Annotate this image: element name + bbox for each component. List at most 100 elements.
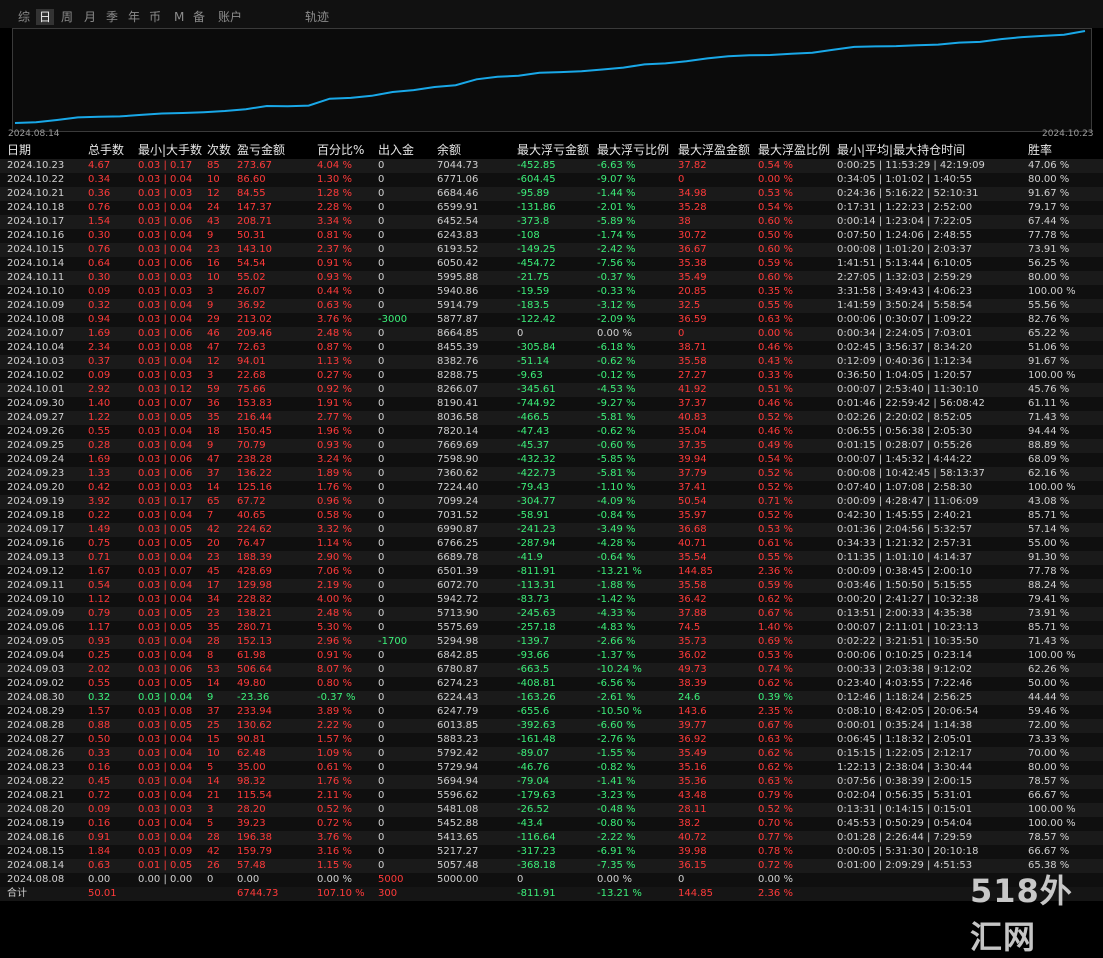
table-row[interactable]: 2024.10.10 0.09 0.03 | 0.03 3 26.07 0.44 % 0 59… — [0, 285, 1103, 299]
cell-pct: 3.76 % — [317, 832, 352, 843]
header-bal[interactable]: 余额 — [437, 143, 462, 157]
header-lots[interactable]: 总手数 — [88, 143, 125, 157]
table-row[interactable]: 2024.09.02 0.55 0.03 | 0.05 14 49.80 0.80 % 0 6… — [0, 677, 1103, 691]
header-mm[interactable]: 最小|大手数 — [138, 143, 203, 157]
cell-io: 0 — [378, 272, 385, 283]
table-row[interactable]: 2024.09.17 1.49 0.03 | 0.05 42 224.62 3.32 % 0… — [0, 523, 1103, 537]
table-row[interactable]: 2024.09.20 0.42 0.03 | 0.03 14 125.16 1.76 % 0… — [0, 481, 1103, 495]
table-row[interactable]: 2024.10.21 0.36 0.03 | 0.03 12 84.55 1.28 % 0 6… — [0, 187, 1103, 201]
tab-6[interactable]: 币 — [149, 10, 162, 24]
table-row[interactable]: 2024.08.23 0.16 0.03 | 0.04 5 35.00 0.61 % 0 57… — [0, 761, 1103, 775]
table-row[interactable]: 2024.09.16 0.75 0.03 | 0.05 20 76.47 1.14 % 0 6… — [0, 537, 1103, 551]
header-pct[interactable]: 百分比% — [317, 143, 365, 157]
cell-pct: 3.16 % — [317, 846, 352, 857]
table-row[interactable]: 2024.10.23 4.67 0.03 | 0.17 85 273.67 4.04 % 0… — [0, 159, 1103, 173]
cell-fl: -19.59 — [517, 286, 550, 297]
header-fpp[interactable]: 最大浮盈比例 — [758, 143, 831, 157]
tab-7[interactable]: M — [174, 10, 185, 24]
table-row[interactable]: 2024.10.01 2.92 0.03 | 0.12 59 75.66 0.92 % 0 8… — [0, 383, 1103, 397]
tab-8[interactable]: 备 — [193, 10, 206, 24]
table-row[interactable]: 2024.08.30 0.32 0.03 | 0.04 9 -23.36 -0.37 % 0… — [0, 691, 1103, 705]
cell-bal: 6452.54 — [437, 216, 479, 227]
table-row[interactable]: 2024.09.09 0.79 0.03 | 0.05 23 138.21 2.48 % 0… — [0, 607, 1103, 621]
table-row[interactable]: 2024.08.28 0.88 0.03 | 0.05 25 130.62 2.22 % 0… — [0, 719, 1103, 733]
table-row[interactable]: 2024.08.16 0.91 0.03 | 0.04 28 196.38 3.76 % 0… — [0, 831, 1103, 845]
cell-flp: -2.76 % — [597, 734, 636, 745]
header-time[interactable]: 最小|平均|最大持仓时间 — [837, 143, 966, 157]
table-row[interactable]: 2024.09.24 1.69 0.03 | 0.06 47 238.28 3.24 % 0… — [0, 453, 1103, 467]
header-fp[interactable]: 最大浮盈金额 — [678, 143, 751, 157]
cell-io: 0 — [378, 258, 385, 269]
table-row[interactable]: 2024.09.18 0.22 0.03 | 0.04 7 40.65 0.58 % 0 70… — [0, 509, 1103, 523]
table-row[interactable]: 2024.10.14 0.64 0.03 | 0.06 16 54.54 0.91 % 0 6… — [0, 257, 1103, 271]
table-row[interactable]: 2024.09.19 3.92 0.03 | 0.17 65 67.72 0.96 % 0 7… — [0, 495, 1103, 509]
tab-10[interactable]: 轨迹 — [305, 10, 330, 24]
table-row[interactable]: 2024.09.23 1.33 0.03 | 0.06 37 136.22 1.89 % 0… — [0, 467, 1103, 481]
cell-amt: 224.62 — [237, 524, 272, 535]
table-row[interactable]: 2024.09.05 0.93 0.03 | 0.04 28 152.13 2.96 % -… — [0, 635, 1103, 649]
table-row[interactable]: 2024.08.21 0.72 0.03 | 0.04 21 115.54 2.11 % 0… — [0, 789, 1103, 803]
table-row[interactable]: 2024.10.11 0.30 0.03 | 0.03 10 55.02 0.93 % 0 5… — [0, 271, 1103, 285]
table-row[interactable]: 2024.10.15 0.76 0.03 | 0.04 23 143.10 2.37 % 0… — [0, 243, 1103, 257]
cell-fp: 36.68 — [678, 524, 707, 535]
table-row[interactable]: 2024.10.02 0.09 0.03 | 0.03 3 22.68 0.27 % 0 82… — [0, 369, 1103, 383]
cell-lots: 0.09 — [88, 286, 111, 297]
table-row[interactable]: 2024.09.10 1.12 0.03 | 0.04 34 228.82 4.00 % 0… — [0, 593, 1103, 607]
cell-time: 0:34:33 | 1:21:32 | 2:57:31 — [837, 538, 973, 549]
table-row[interactable]: 2024.08.08 0.00 0.00 | 0.00 0 0.00 0.00 % 5000… — [0, 873, 1103, 887]
table-row[interactable]: 2024.08.19 0.16 0.03 | 0.04 5 39.23 0.72 % 0 54… — [0, 817, 1103, 831]
table-row[interactable]: 2024.09.11 0.54 0.03 | 0.04 17 129.98 2.19 % 0… — [0, 579, 1103, 593]
table-row[interactable]: 2024.09.12 1.67 0.03 | 0.07 45 428.69 7.06 % 0… — [0, 565, 1103, 579]
table-row[interactable]: 2024.09.30 1.40 0.03 | 0.07 36 153.83 1.91 % 0… — [0, 397, 1103, 411]
table-row[interactable]: 2024.09.13 0.71 0.03 | 0.04 23 188.39 2.90 % 0… — [0, 551, 1103, 565]
tab-9[interactable]: 账户 — [218, 10, 243, 24]
header-win[interactable]: 胜率 — [1028, 143, 1053, 157]
table-row[interactable]: 2024.10.08 0.94 0.03 | 0.04 29 213.02 3.76 % -… — [0, 313, 1103, 327]
table-row[interactable]: 2024.08.26 0.33 0.03 | 0.04 10 62.48 1.09 % 0 5… — [0, 747, 1103, 761]
cell-cnt: 59 — [207, 384, 220, 395]
table-row[interactable]: 2024.08.20 0.09 0.03 | 0.03 3 28.20 0.52 % 0 54… — [0, 803, 1103, 817]
header-io[interactable]: 出入金 — [378, 143, 415, 157]
header-date[interactable]: 日期 — [7, 143, 32, 157]
cell-amt: 159.79 — [237, 846, 272, 857]
cell-fp: 40.72 — [678, 832, 707, 843]
table-row[interactable]: 2024.10.07 1.69 0.03 | 0.06 46 209.46 2.48 % 0… — [0, 327, 1103, 341]
cell-io: 0 — [378, 454, 385, 465]
table-row[interactable]: 2024.10.22 0.34 0.03 | 0.04 10 86.60 1.30 % 0 6… — [0, 173, 1103, 187]
cell-mm: 0.03 | 0.12 — [138, 384, 193, 395]
table-row[interactable]: 2024.10.18 0.76 0.03 | 0.04 24 147.37 2.28 % 0… — [0, 201, 1103, 215]
cell-pct: 0.91 % — [317, 258, 352, 269]
tab-3[interactable]: 月 — [84, 10, 97, 24]
table-row[interactable]: 2024.08.29 1.57 0.03 | 0.08 37 233.94 3.89 % 0… — [0, 705, 1103, 719]
table-row[interactable]: 2024.10.17 1.54 0.03 | 0.06 43 208.71 3.34 % 0… — [0, 215, 1103, 229]
table-row[interactable]: 2024.09.06 1.17 0.03 | 0.05 35 280.71 5.30 % 0… — [0, 621, 1103, 635]
tab-1[interactable]: 日 — [36, 9, 55, 25]
table-row[interactable]: 2024.09.27 1.22 0.03 | 0.05 35 216.44 2.77 % 0… — [0, 411, 1103, 425]
table-row[interactable]: 2024.08.14 0.63 0.01 | 0.05 26 57.48 1.15 % 0 5… — [0, 859, 1103, 873]
table-row[interactable]: 2024.08.15 1.84 0.03 | 0.09 42 159.79 3.16 % 0… — [0, 845, 1103, 859]
table-row[interactable]: 2024.10.03 0.37 0.03 | 0.04 12 94.01 1.13 % 0 8… — [0, 355, 1103, 369]
cell-io: 0 — [378, 776, 385, 787]
cell-flp: -1.42 % — [597, 594, 636, 605]
table-row[interactable]: 2024.09.04 0.25 0.03 | 0.04 8 61.98 0.91 % 0 68… — [0, 649, 1103, 663]
table-row[interactable]: 2024.08.22 0.45 0.03 | 0.04 14 98.32 1.76 % 0 5… — [0, 775, 1103, 789]
table-row[interactable]: 2024.08.27 0.50 0.03 | 0.04 15 90.81 1.57 % 0 5… — [0, 733, 1103, 747]
tab-0[interactable]: 综 — [18, 10, 31, 24]
tab-5[interactable]: 年 — [128, 10, 141, 24]
header-cnt[interactable]: 次数 — [207, 143, 232, 157]
table-row[interactable]: 2024.09.26 0.55 0.03 | 0.04 18 150.45 1.96 % 0… — [0, 425, 1103, 439]
tab-2[interactable]: 周 — [61, 10, 74, 24]
table-row[interactable]: 2024.09.25 0.28 0.03 | 0.04 9 70.79 0.93 % 0 76… — [0, 439, 1103, 453]
table-row[interactable]: 2024.10.16 0.30 0.03 | 0.04 9 50.31 0.81 % 0 62… — [0, 229, 1103, 243]
header-fl[interactable]: 最大浮亏金额 — [517, 143, 590, 157]
table-row[interactable]: 2024.09.03 2.02 0.03 | 0.06 53 506.64 8.07 % 0… — [0, 663, 1103, 677]
cell-amt: 26.07 — [237, 286, 266, 297]
header-amt[interactable]: 盈亏金额 — [237, 143, 286, 157]
table-row[interactable]: 2024.10.09 0.32 0.03 | 0.04 9 36.92 0.63 % 0 59… — [0, 299, 1103, 313]
cell-fl: -744.92 — [517, 398, 556, 409]
table-row[interactable]: 2024.10.04 2.34 0.03 | 0.08 47 72.63 0.87 % 0 8… — [0, 341, 1103, 355]
header-flp[interactable]: 最大浮亏比例 — [597, 143, 670, 157]
cell-date: 2024.08.27 — [7, 734, 65, 745]
cell-fl: -345.61 — [517, 384, 556, 395]
tab-4[interactable]: 季 — [106, 10, 119, 24]
